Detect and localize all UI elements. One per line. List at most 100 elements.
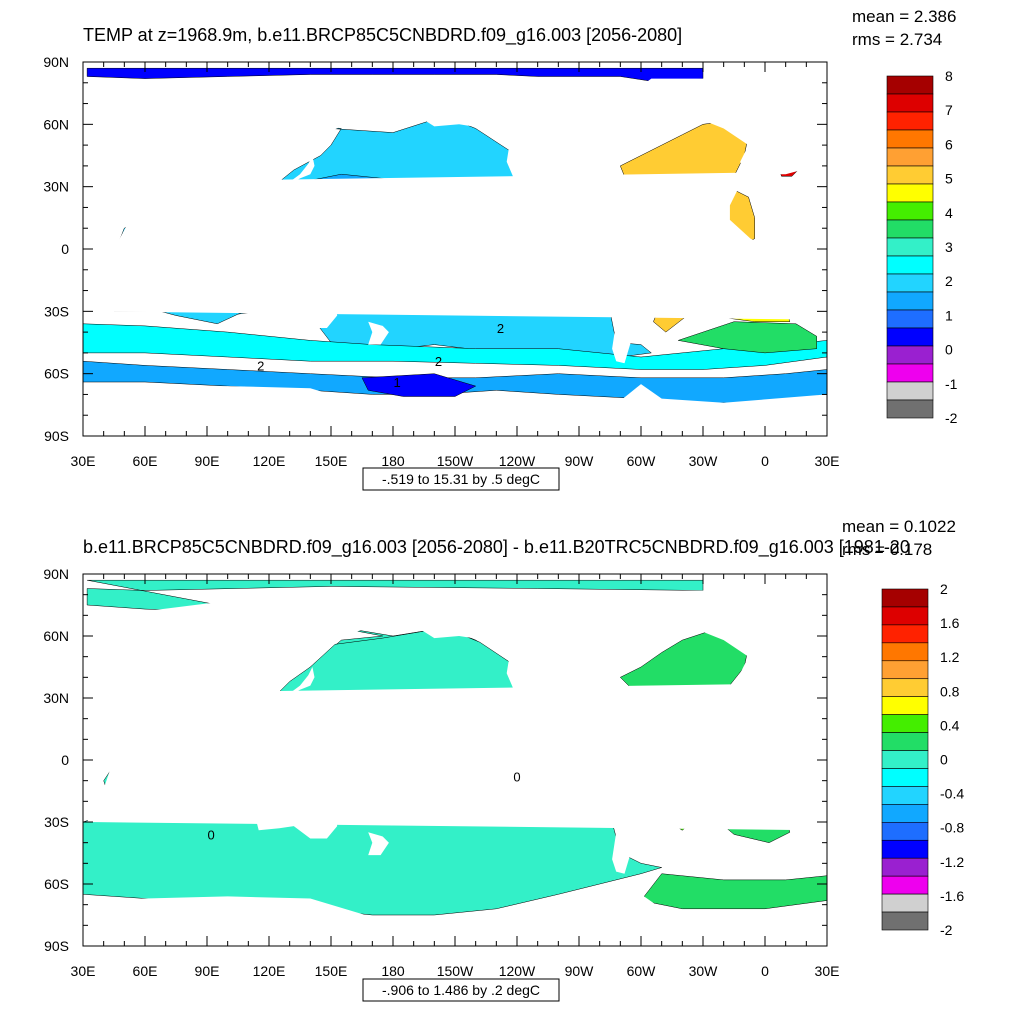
colorbar-label: -1 <box>945 376 958 392</box>
colorbar: 8 7 6 5 4 3 2 1 0 -1 -2 <box>886 68 958 426</box>
colorbar-label: 6 <box>945 136 953 152</box>
land-mask <box>83 384 827 436</box>
x-tick-label: 90W <box>565 963 595 979</box>
colorbar: 2 1.6 1.2 0.8 0.4 0 -0.4 -0.8 -1.2 -1.6 -2 <box>881 581 964 938</box>
region-southern-deep <box>361 373 477 397</box>
land-mask <box>83 89 414 247</box>
chart-title: TEMP at z=1968.9m, b.e11.BRCP85C5CNBDRD.… <box>83 25 682 46</box>
rms-label: rms = 2.734 <box>852 30 942 49</box>
colorbar-cell <box>886 309 934 329</box>
y-tick-label: 90S <box>44 938 69 954</box>
colorbar-cell <box>886 327 934 347</box>
x-tick-label: 150E <box>315 453 348 469</box>
land-mask <box>636 590 734 636</box>
colorbar-cell <box>881 893 929 913</box>
x-tick-label: 0 <box>761 453 769 469</box>
region-southern <box>640 873 827 910</box>
x-tick-label: 120E <box>253 963 286 979</box>
colorbar-label: 0.4 <box>940 717 960 733</box>
region-southern <box>83 323 827 370</box>
colorbar-cell <box>886 75 934 95</box>
land-mask <box>719 623 737 628</box>
x-tick-label: 150W <box>437 963 474 979</box>
y-tick-label: 60S <box>44 876 69 892</box>
region-atlantic-east <box>678 321 817 354</box>
land-mask <box>217 238 238 262</box>
land-mask <box>109 276 125 301</box>
contour-label: 0 <box>208 827 215 842</box>
x-tick-label: 0 <box>761 963 769 979</box>
y-tick-label: 30S <box>44 814 69 830</box>
colorbar-cell <box>886 273 934 293</box>
x-tick-label: 120W <box>499 963 536 979</box>
colorbar-cell <box>881 714 929 733</box>
y-tick-label: 30S <box>44 303 69 319</box>
colorbar-cell <box>886 363 934 383</box>
colorbar-cell <box>886 183 934 203</box>
x-tick-label: 120E <box>253 453 286 469</box>
bottom-panel: b.e11.BRCP85C5CNBDRD.f09_g16.003 [2056-2… <box>43 517 964 1002</box>
y-tick-label: 60N <box>43 628 69 644</box>
colorbar-cell <box>881 588 929 608</box>
land-mask <box>703 611 827 686</box>
x-tick-label: 90E <box>195 963 220 979</box>
colorbar-cell <box>886 255 934 275</box>
land-mask <box>289 667 315 696</box>
mean-label: mean = 0.1022 <box>842 517 956 536</box>
colorbar-label: 4 <box>945 205 953 221</box>
colorbar-cell <box>881 624 929 644</box>
colorbar-cell <box>881 642 929 662</box>
colorbar-label: -2 <box>945 410 958 426</box>
colorbar-cell <box>881 786 929 805</box>
x-tick-label: 180 <box>381 453 405 469</box>
land-mask <box>109 786 125 812</box>
colorbar-label: 8 <box>945 68 953 84</box>
colorbar-cell <box>881 839 929 859</box>
contour-label: 1 <box>394 375 401 390</box>
colorbar-label: 1.2 <box>940 649 960 665</box>
colorbar-cell <box>881 804 929 823</box>
x-tick-label: 30E <box>71 453 96 469</box>
x-tick-label: 60W <box>627 453 657 469</box>
y-tick-label: 0 <box>61 241 69 257</box>
colorbar-cell <box>881 857 929 877</box>
land-mask <box>289 155 315 185</box>
colorbar-label: -2 <box>940 922 953 938</box>
colorbar-cell <box>881 660 929 680</box>
colorbar-cell <box>881 768 929 787</box>
x-tick-label: 30E <box>815 963 840 979</box>
x-tick-label: 30W <box>689 963 719 979</box>
colorbar-cell <box>886 381 934 401</box>
colorbar-cell <box>886 201 934 221</box>
top-panel: TEMP at z=1968.9m, b.e11.BRCP85C5CNBDRD.… <box>43 7 958 491</box>
y-tick-label: 0 <box>61 752 69 768</box>
x-tick-label: 60E <box>133 453 158 469</box>
colorbar-label: 2 <box>940 581 948 597</box>
x-tick-label: 120W <box>499 453 536 469</box>
x-tick-label: 180 <box>381 963 405 979</box>
mean-label: mean = 2.386 <box>852 7 956 26</box>
land-mask <box>599 735 693 874</box>
colorbar-label: -0.4 <box>940 786 964 802</box>
range-box <box>362 467 560 491</box>
contour-field <box>83 67 827 436</box>
range-label: -.906 to 1.486 by .2 degC <box>382 982 540 998</box>
contour-field <box>83 579 827 946</box>
colorbar-label: 0 <box>940 752 948 768</box>
land-mask <box>719 111 737 116</box>
colorbar-label: -1.2 <box>940 854 964 870</box>
colorbar-label: 7 <box>945 102 953 118</box>
rms-label: rms = 0.178 <box>842 540 932 559</box>
land-mask <box>417 607 641 744</box>
x-tick-label: 150W <box>437 453 474 469</box>
land-mask <box>636 78 734 125</box>
colorbar-label: -0.8 <box>940 820 964 836</box>
contour-label: 2 <box>257 358 264 373</box>
y-tick-label: 90N <box>43 566 69 582</box>
land-mask <box>83 600 414 758</box>
land-mask <box>83 894 827 946</box>
x-tick-label: 150E <box>315 963 348 979</box>
chart-title: b.e11.BRCP85C5CNBDRD.f09_g16.003 [2056-2… <box>83 537 910 558</box>
y-tick-label: 30N <box>43 690 69 706</box>
